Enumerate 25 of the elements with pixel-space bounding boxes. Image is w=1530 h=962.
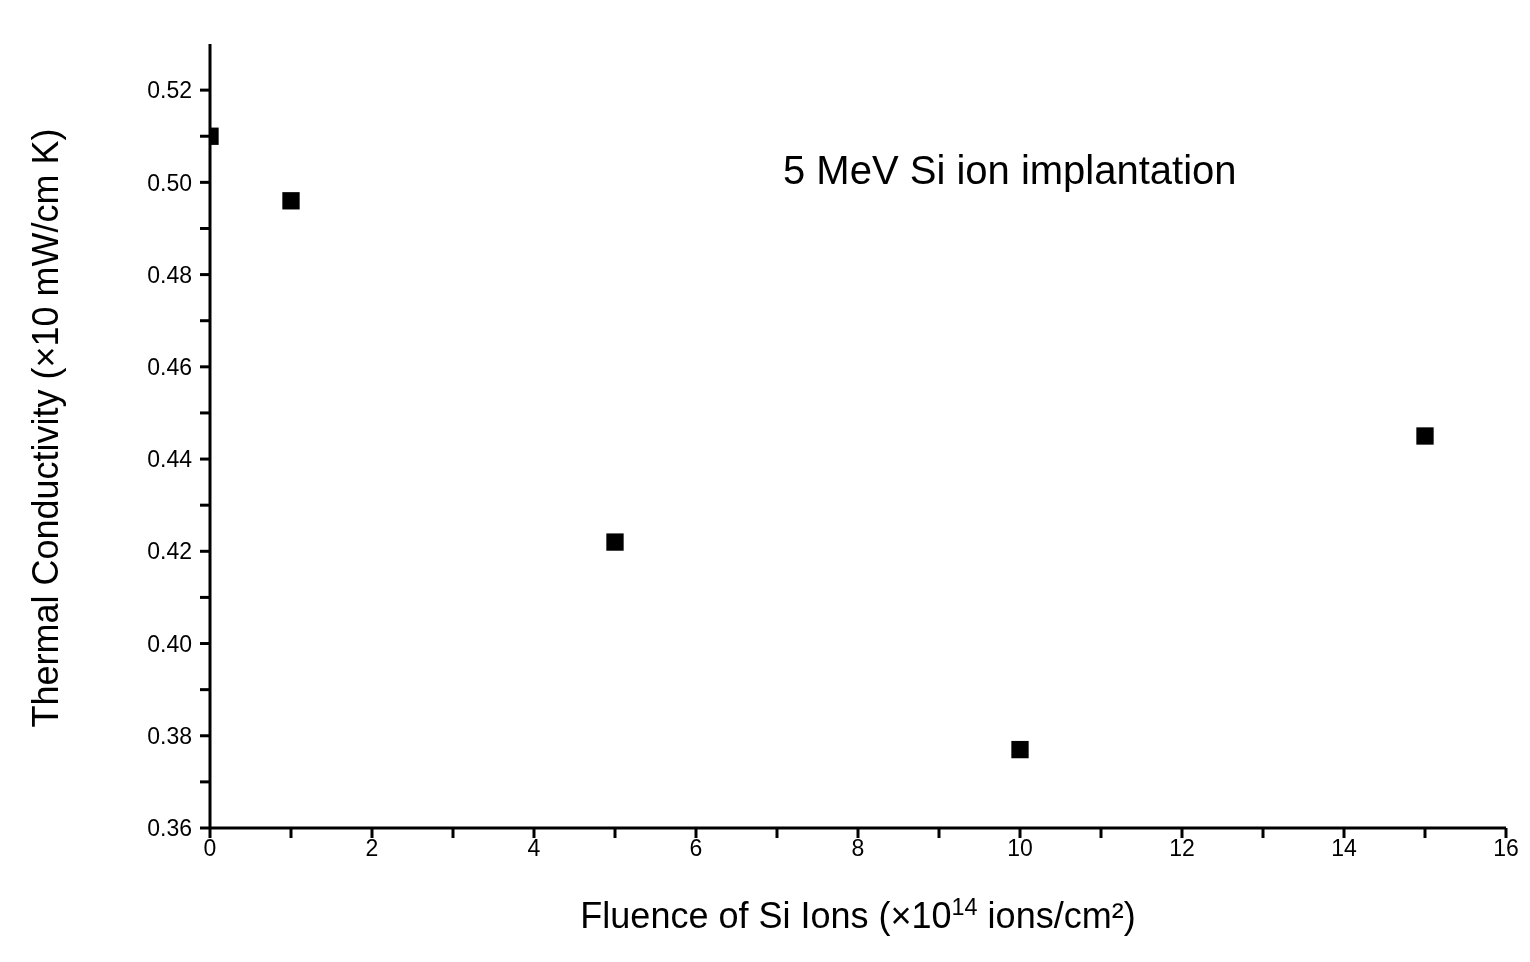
x-axis-title: Fluence of Si Ions (×10$^{14}$ ions/cm²): [580, 894, 1136, 936]
x-tick-label: 4: [527, 835, 541, 862]
x-tick-label: 12: [1169, 835, 1195, 862]
x-tick-label: 16: [1493, 835, 1519, 862]
point: [1011, 740, 1029, 759]
x-tick-label: 8: [851, 835, 865, 862]
y-tick-label: 0.52: [147, 77, 192, 104]
y-tick-label: 0.50: [147, 169, 192, 196]
x-tick-label: 10: [1007, 835, 1033, 862]
y-tick-label: 0.38: [147, 722, 192, 749]
y-tick-label: 0.42: [147, 538, 192, 565]
y-tick-label: 0.36: [147, 815, 192, 842]
annotation: 5 MeV Si ion implantation: [783, 148, 1237, 193]
y-tick-label: 0.46: [147, 353, 192, 380]
point: [282, 192, 300, 210]
y-tick-label: 0.48: [147, 261, 192, 288]
x-tick-label: 14: [1331, 835, 1357, 862]
y-axis-title: Thermal Conductivity (×10 mW/cm K): [25, 128, 66, 728]
y-tick-label: 0.40: [147, 630, 192, 657]
x-tick-label: 6: [689, 835, 703, 862]
point: [606, 533, 624, 551]
point: [1416, 427, 1434, 445]
x-tick-label: 0: [203, 835, 217, 862]
y-tick-label: 0.44: [147, 446, 193, 473]
x-tick-label: 2: [365, 835, 379, 862]
